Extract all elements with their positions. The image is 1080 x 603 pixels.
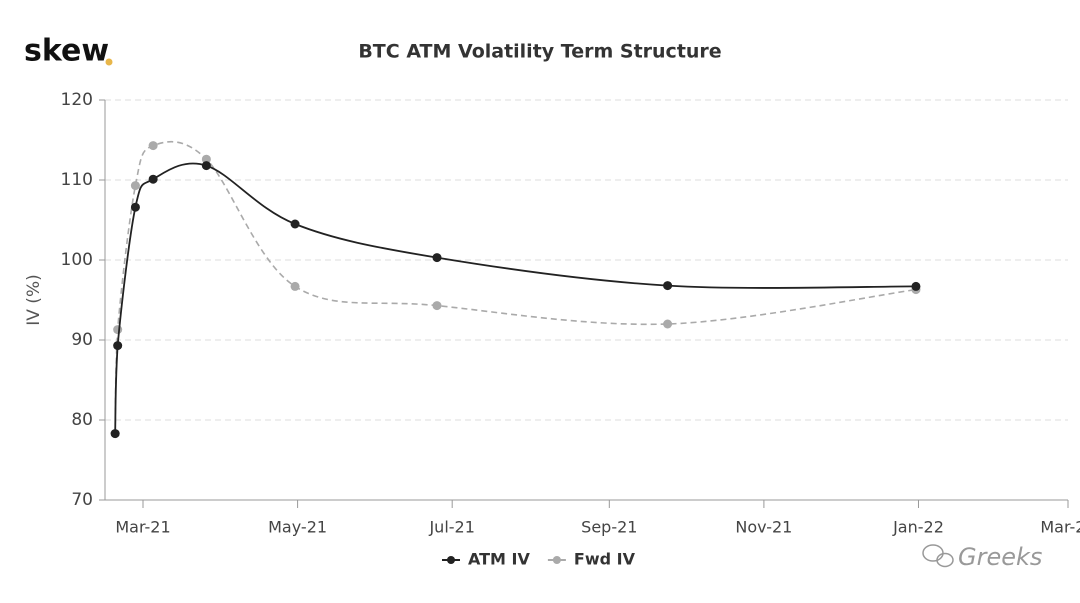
legend-label: ATM IV (468, 550, 531, 569)
line (114, 162, 916, 434)
y-tick-label: 70 (71, 490, 93, 510)
x-tick-label: Sep-21 (581, 518, 637, 537)
point (113, 325, 123, 335)
series (110, 161, 921, 439)
y-tick-label: 110 (61, 170, 93, 190)
point (130, 202, 140, 212)
point (130, 181, 140, 191)
x-tick-label: Jan-22 (892, 518, 944, 537)
chart-title: BTC ATM Volatility Term Structure (358, 41, 721, 63)
point (290, 281, 300, 291)
point (201, 161, 211, 171)
y-tick-label: 100 (61, 250, 93, 270)
legend-marker (552, 556, 561, 564)
point (148, 174, 158, 184)
point (663, 319, 673, 329)
point (432, 301, 442, 311)
y-axis-label: IV (%) (24, 274, 44, 325)
x-tick-label: Mar-21 (115, 518, 170, 537)
logo: skew (24, 34, 109, 69)
watermark-icon (922, 544, 954, 568)
x-tick-label: Nov-21 (735, 518, 792, 537)
point (663, 281, 673, 291)
x-tick-label: May-21 (268, 518, 327, 537)
point (113, 341, 123, 351)
legend-label: Fwd IV (574, 550, 636, 569)
legend-marker (447, 556, 455, 564)
y-tick-label: 90 (71, 330, 93, 350)
series (110, 140, 921, 439)
point (201, 154, 211, 164)
point (290, 219, 300, 229)
point (148, 141, 158, 151)
x-tick-label: Jul-21 (428, 518, 474, 537)
point (110, 429, 120, 439)
point (911, 281, 921, 291)
logo-dot (105, 58, 113, 66)
y-tick-label: 80 (71, 410, 93, 430)
point (432, 253, 442, 263)
watermark: Greeks (958, 543, 1042, 571)
y-tick-label: 120 (61, 90, 93, 110)
x-tick-label: Mar-22 (1040, 518, 1080, 537)
